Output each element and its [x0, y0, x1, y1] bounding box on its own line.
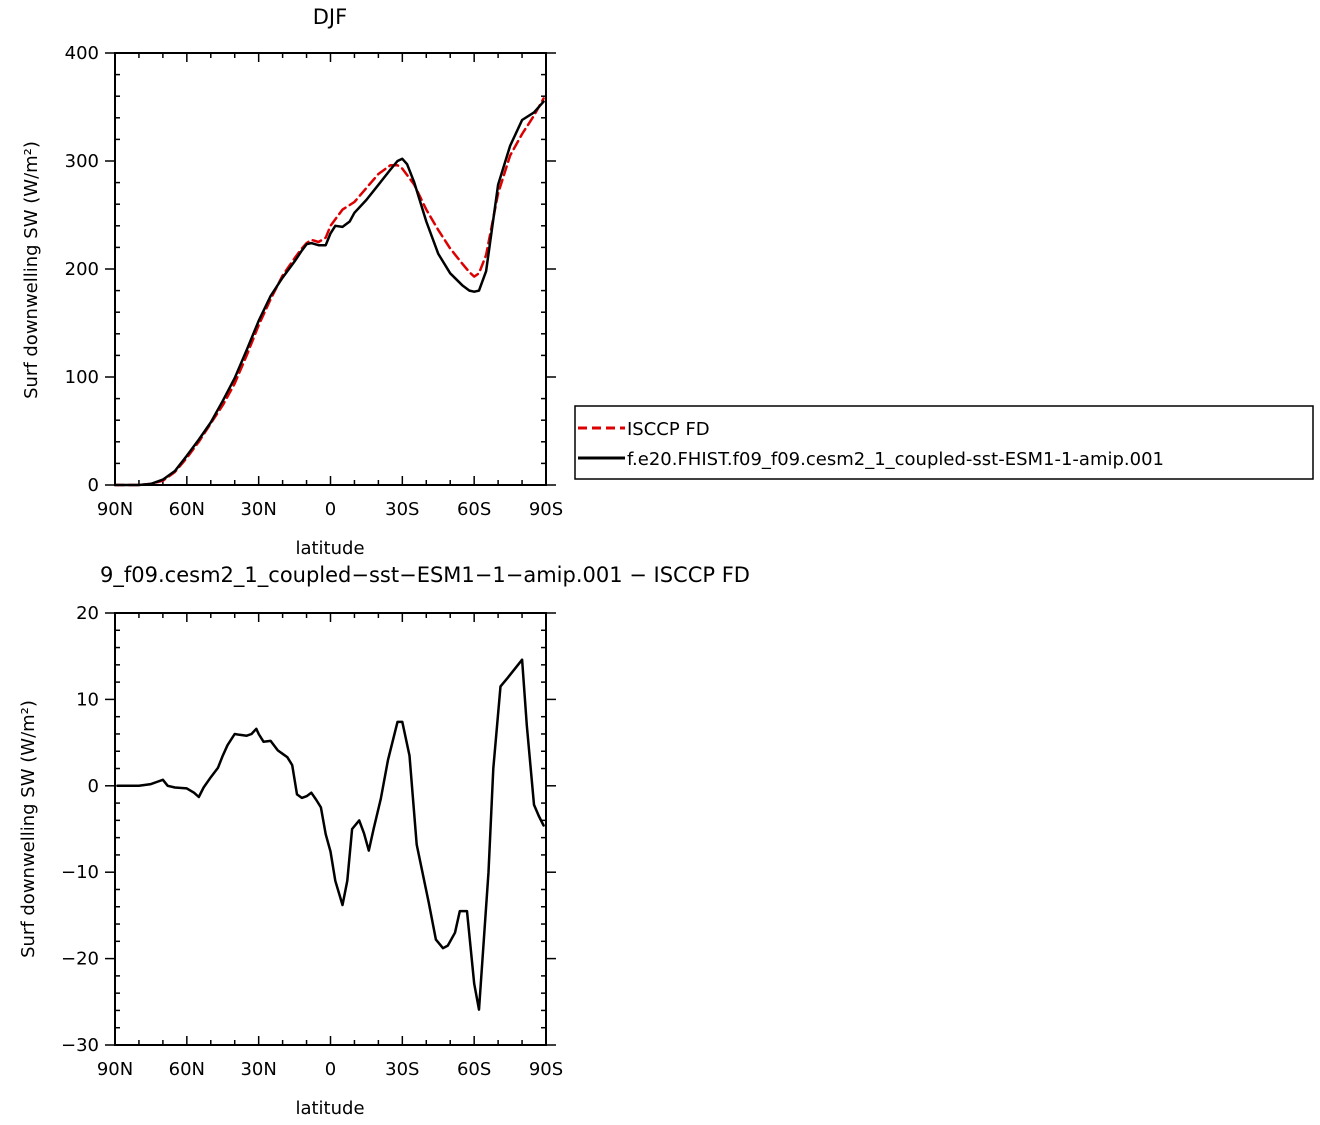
- bottom-ticks: [105, 612, 556, 1046]
- legend: ISCCP FD f.e20.FHIST.f09_f09.cesm2_1_cou…: [574, 405, 1314, 480]
- bottom-x-axis-label: latitude: [295, 1098, 364, 1119]
- x-tick-label: 90N: [97, 1059, 133, 1080]
- x-tick-label: 90S: [529, 499, 563, 520]
- top-tick-labels: 90N 60N 30N 0 30S 60S 90S 0 100 200 300 400: [65, 43, 564, 520]
- y-tick-label: −20: [61, 949, 99, 970]
- series-line-top-0: [113, 97, 545, 487]
- y-tick-label: 20: [76, 603, 99, 624]
- x-tick-label: 90S: [529, 1059, 563, 1080]
- top-plot-frame: [114, 52, 547, 486]
- bottom-chart-title: 9_f09.cesm2_1_coupled−sst−ESM1−1−amip.00…: [100, 563, 750, 588]
- x-tick-label: 0: [325, 499, 336, 520]
- top-ticks: [105, 52, 556, 486]
- y-tick-label: 0: [88, 776, 99, 797]
- y-tick-label: 300: [65, 151, 99, 172]
- top-chart-title: DJF: [313, 5, 347, 29]
- series-line-bot-0: [116, 658, 545, 1011]
- legend-label-isccp: ISCCP FD: [627, 419, 710, 440]
- y-tick-label: 200: [65, 259, 99, 280]
- x-tick-label: 60S: [457, 499, 491, 520]
- bottom-panel: 9_f09.cesm2_1_coupled−sst−ESM1−1−amip.00…: [18, 563, 750, 1119]
- bottom-y-axis-label: Surf downwelling SW (W/m²): [18, 700, 39, 958]
- x-tick-label: 30S: [385, 499, 419, 520]
- x-tick-label: 60S: [457, 1059, 491, 1080]
- y-tick-label: 100: [65, 367, 99, 388]
- x-tick-label: 60N: [169, 499, 205, 520]
- top-y-axis-label: Surf downwelling SW (W/m²): [21, 141, 42, 399]
- top-panel: DJF 90N 60N 30N 0 30S 60S 90S 0 100 200 300 400 lat…: [21, 5, 563, 559]
- bottom-tick-labels: 90N 60N 30N 0 30S 60S 90S −30 −20 −10 0 10 20: [61, 603, 563, 1080]
- legend-label-model: f.e20.FHIST.f09_f09.cesm2_1_coupled-sst-…: [627, 449, 1164, 470]
- x-tick-label: 90N: [97, 499, 133, 520]
- y-tick-label: −10: [61, 862, 99, 883]
- x-tick-label: 30S: [385, 1059, 419, 1080]
- y-tick-label: 10: [76, 689, 99, 710]
- x-tick-label: 30N: [240, 1059, 276, 1080]
- bottom-plot-frame: [114, 612, 547, 1046]
- x-tick-label: 30N: [240, 499, 276, 520]
- top-x-axis-label: latitude: [295, 538, 364, 559]
- bottom-series: [116, 658, 545, 1011]
- legend-box: [574, 405, 1314, 480]
- y-tick-label: 400: [65, 43, 99, 64]
- y-tick-label: −30: [61, 1035, 99, 1056]
- series-line-top-1: [113, 100, 545, 487]
- x-tick-label: 60N: [169, 1059, 205, 1080]
- top-series: [113, 97, 545, 487]
- x-tick-label: 0: [325, 1059, 336, 1080]
- y-tick-label: 0: [88, 475, 99, 496]
